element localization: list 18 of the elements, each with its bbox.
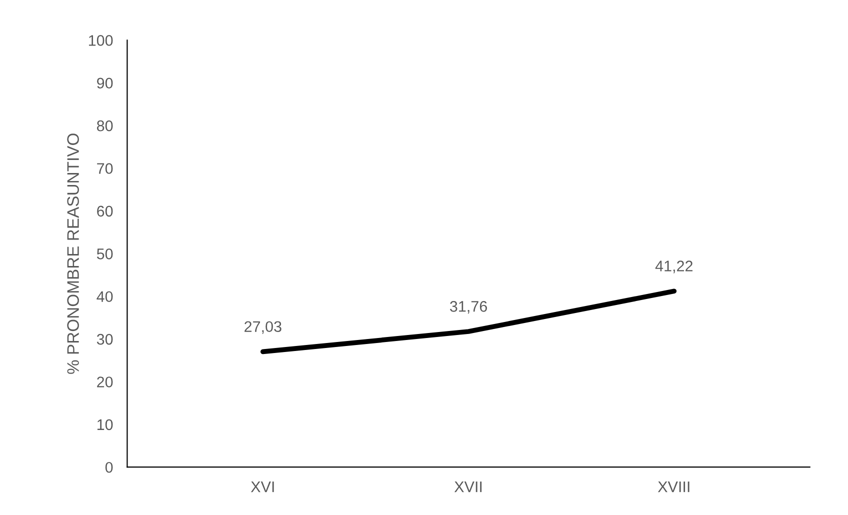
y-tick-label: 10: [97, 419, 113, 430]
y-tick-label: 50: [96, 248, 113, 260]
y-tick-label: 20: [97, 376, 113, 388]
x-tick-label: XVII: [454, 482, 482, 492]
y-tick-label: 90: [97, 78, 113, 89]
x-tick-label: XVIII: [658, 482, 690, 492]
data-label: 41,22: [655, 260, 692, 274]
y-tick-label: 30: [96, 334, 113, 345]
x-tick-label: XVI: [250, 482, 274, 492]
y-tick-label: 40: [96, 291, 113, 302]
y-tick-label: 70: [97, 163, 113, 174]
y-tick-label: 60: [97, 206, 113, 217]
y-tick-label: 100: [88, 35, 113, 46]
data-label: 27,03: [244, 321, 282, 334]
y-tick-label: 80: [96, 120, 113, 132]
y-axis-title: % PRONOMBRE REASUNTIVO: [67, 134, 79, 374]
y-tick-label: 0: [105, 462, 113, 473]
data-label: 31,76: [450, 301, 487, 314]
